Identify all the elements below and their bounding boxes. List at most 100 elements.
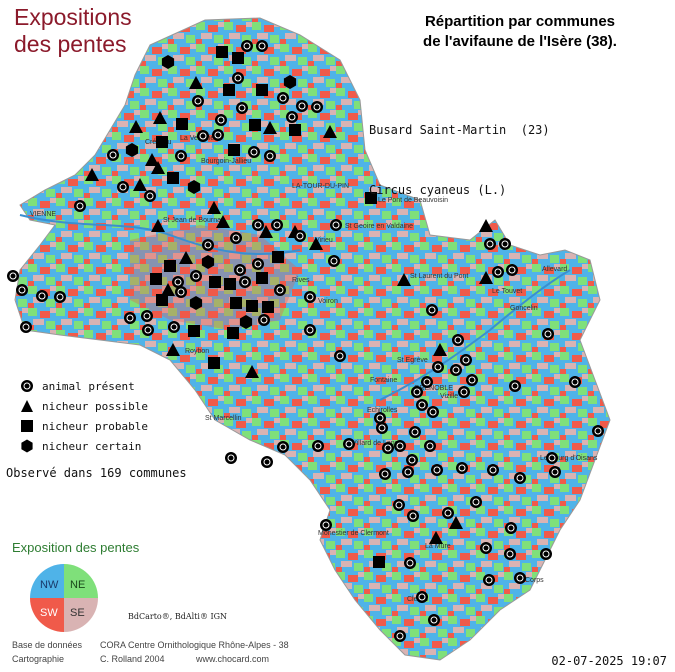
- nicheur-possible-icon: [479, 219, 493, 232]
- animal-present-icon: [416, 399, 428, 411]
- nicheur-possible-icon: [263, 121, 277, 134]
- animal-present-icon: [202, 239, 214, 251]
- animal-present-icon: [402, 466, 414, 478]
- label-vienne: VIENNE: [30, 211, 56, 218]
- nicheur-probable-icon: [21, 420, 33, 432]
- nicheur-possible-icon: [179, 251, 193, 264]
- nicheur-possible-icon: [309, 237, 323, 250]
- timestamp: 02-07-2025 19:07: [551, 654, 667, 668]
- compass-nw: [30, 564, 64, 598]
- legend-label: animal présent: [42, 379, 135, 393]
- animal-present-icon: [304, 291, 316, 303]
- map-title-expositions: Expositions des pentes: [14, 4, 132, 57]
- animal-present-icon: [432, 361, 444, 373]
- nicheur-probable-icon: [365, 192, 377, 204]
- animal-present-icon: [428, 614, 440, 626]
- legend-label: nicheur probable: [42, 419, 148, 433]
- label-st-geoire: St Geoire en Valdaine: [345, 223, 413, 230]
- animal-present-icon: [230, 232, 242, 244]
- animal-present-icon: [215, 114, 227, 126]
- nicheur-probable-icon: [249, 119, 261, 131]
- animal-present-icon: [304, 324, 316, 336]
- nicheur-probable-icon: [156, 136, 168, 148]
- animal-present-icon: [7, 270, 19, 282]
- data-credit: BdCarto®, BdAlti® IGN: [128, 612, 228, 621]
- animal-present-icon: [330, 219, 342, 231]
- animal-present-icon: [505, 522, 517, 534]
- animal-present-icon: [431, 464, 443, 476]
- animal-present-icon: [236, 102, 248, 114]
- animal-present-icon: [569, 376, 581, 388]
- animal-present-icon: [20, 321, 32, 333]
- animal-present-icon: [483, 574, 495, 586]
- department-outline: [14, 17, 611, 661]
- animal-present-icon: [394, 630, 406, 642]
- animal-present-icon: [258, 314, 270, 326]
- nicheur-probable-icon: [272, 251, 284, 263]
- animal-present-icon: [320, 519, 332, 531]
- animal-present-icon: [407, 510, 419, 522]
- nicheur-probable-icon: [289, 124, 301, 136]
- nicheur-probable-icon: [150, 273, 162, 285]
- animal-present-icon: [499, 238, 511, 250]
- animal-present-icon: [175, 286, 187, 298]
- nicheur-possible-icon: [245, 365, 259, 378]
- animal-present-icon: [311, 101, 323, 113]
- animal-present-icon: [192, 95, 204, 107]
- label-bourgoin: Bourgoin-Jallieu: [201, 158, 251, 165]
- animal-present-icon: [379, 468, 391, 480]
- animal-present-icon: [509, 380, 521, 392]
- nicheur-possible-icon: [145, 153, 159, 166]
- animal-present-icon: [239, 276, 251, 288]
- nicheur-possible-icon: [429, 531, 443, 544]
- animal-present-icon: [492, 266, 504, 278]
- footer-carto-label: Cartographie: [12, 654, 65, 664]
- nicheur-probable-icon: [373, 556, 385, 568]
- nicheur-certain-icon: [125, 143, 139, 157]
- animal-present-icon: [241, 40, 253, 52]
- animal-present-icon: [256, 40, 268, 52]
- animal-present-icon: [514, 572, 526, 584]
- animal-present-icon: [458, 386, 470, 398]
- nicheur-possible-icon: [189, 76, 203, 89]
- nicheur-possible-icon: [207, 201, 221, 214]
- animal-present-icon: [234, 264, 246, 276]
- animal-present-icon: [374, 412, 386, 424]
- animal-present-icon: [427, 406, 439, 418]
- nicheur-probable-icon: [208, 357, 220, 369]
- observation-markers: [7, 40, 604, 642]
- compass-ne: [64, 564, 98, 598]
- nicheur-probable-icon: [223, 84, 235, 96]
- animal-present-icon: [328, 255, 340, 267]
- nicheur-possible-icon: [166, 343, 180, 356]
- nicheur-possible-icon: [133, 178, 147, 191]
- nicheur-certain-icon: [283, 75, 297, 89]
- compass-se: [64, 598, 98, 632]
- label-la-mure: La Mure: [425, 543, 451, 550]
- animal-present-icon: [442, 507, 454, 519]
- observed-count: Observé dans 169 communes: [6, 466, 187, 480]
- animal-present-icon: [168, 321, 180, 333]
- nicheur-possible-icon: [85, 168, 99, 181]
- animal-present-icon: [248, 146, 260, 158]
- nicheur-possible-icon: [21, 400, 33, 412]
- nicheur-possible-icon: [151, 219, 165, 232]
- animal-present-icon: [21, 380, 33, 392]
- animal-present-icon: [277, 441, 289, 453]
- legend-nicheur-possible: nicheur possible: [20, 396, 148, 416]
- animal-present-icon: [452, 334, 464, 346]
- animal-present-icon: [175, 150, 187, 162]
- animal-present-icon: [393, 499, 405, 511]
- nicheur-possible-icon: [259, 225, 273, 238]
- label-echirolles: Echirolles: [367, 407, 398, 414]
- compass-label-se: SE: [70, 607, 85, 619]
- label-virieu: Virieu: [315, 237, 333, 244]
- animal-present-icon: [424, 440, 436, 452]
- label-roybon: Roybon: [185, 348, 209, 355]
- nicheur-certain-icon: [161, 55, 175, 69]
- animal-present-icon: [54, 291, 66, 303]
- nicheur-probable-icon: [262, 301, 274, 313]
- legend-label: nicheur certain: [42, 439, 142, 453]
- nicheur-probable-icon: [228, 144, 240, 156]
